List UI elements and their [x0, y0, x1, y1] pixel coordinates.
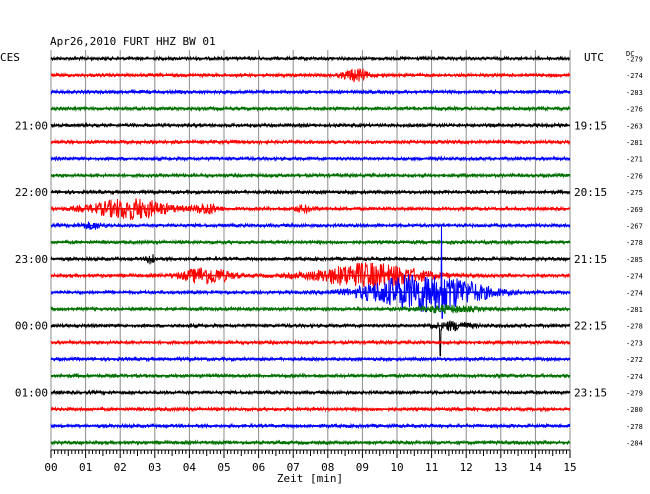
- left-timezone-label: CES: [0, 51, 20, 64]
- dc-offset-label: -284: [626, 440, 643, 448]
- x-axis: 00 01 02 03 04 05 06 07 08 09 10 11 12 13 14 15: [44, 449, 577, 474]
- seismic-trace: [50, 405, 571, 413]
- x-tick-label: 12: [460, 461, 473, 474]
- dc-header-label: DC: [626, 50, 634, 58]
- left-time-label: 22:00: [15, 186, 48, 199]
- x-tick-label: 06: [252, 461, 265, 474]
- x-tick-label: 08: [321, 461, 334, 474]
- dc-offset-label: -267: [626, 223, 643, 231]
- dc-offset-label: -278: [626, 423, 643, 431]
- left-time-label: 23:00: [15, 253, 48, 266]
- dc-offset-label: -279: [626, 390, 643, 398]
- right-time-label: 23:15: [574, 387, 607, 400]
- right-timezone-label: UTC: [584, 51, 604, 64]
- x-tick-label: 14: [529, 461, 543, 474]
- right-time-label: 22:15: [574, 320, 607, 333]
- dc-offset-label: -273: [626, 339, 643, 347]
- right-time-label: 19:15: [574, 119, 607, 132]
- seismic-traces: [50, 54, 571, 447]
- dc-offset-label: -269: [626, 206, 643, 214]
- dc-offset-label: -279: [626, 56, 643, 64]
- dc-offset-label: -275: [626, 189, 643, 197]
- left-time-label: 00:00: [15, 320, 48, 333]
- left-time-label: 21:00: [15, 119, 48, 132]
- dc-offset-label: -285: [626, 256, 643, 264]
- chart-title: Apr26,2010 FURT HHZ BW 01: [50, 35, 216, 48]
- dc-offset-label: -276: [626, 106, 643, 114]
- dc-offset-label: -274: [626, 373, 643, 381]
- x-tick-label: 09: [356, 461, 369, 474]
- x-tick-label: 11: [425, 461, 438, 474]
- dc-offset-label: -272: [626, 356, 643, 364]
- x-tick-label: 07: [287, 461, 300, 474]
- dc-offset-label: -281: [626, 306, 643, 314]
- x-axis-label: Zeit [min]: [277, 472, 343, 485]
- right-time-label: 20:15: [574, 186, 607, 199]
- dc-offset-label: -271: [626, 156, 643, 164]
- x-tick-label: 02: [114, 461, 127, 474]
- x-tick-label: 03: [148, 461, 161, 474]
- chart-labels: -279 -274 -283 -276 -263 -281 -271 -276 -275 -269…: [15, 56, 643, 448]
- x-tick-label: 01: [79, 461, 92, 474]
- dc-offset-label: -276: [626, 172, 643, 180]
- x-tick-label: 15: [563, 461, 576, 474]
- dc-offset-label: -274: [626, 289, 643, 297]
- x-tick-label: 00: [44, 461, 57, 474]
- seismic-trace: [50, 224, 571, 319]
- dc-offset-label: -274: [626, 72, 643, 80]
- left-time-label: 01:00: [15, 387, 48, 400]
- seismic-trace: [50, 254, 571, 265]
- dc-offset-label: -274: [626, 273, 643, 281]
- dc-offset-label: -281: [626, 139, 643, 147]
- x-tick-label: 13: [494, 461, 507, 474]
- dc-offset-label: -278: [626, 239, 643, 247]
- x-tick-label: 05: [217, 461, 230, 474]
- right-time-label: 21:15: [574, 253, 607, 266]
- dc-offset-label: -278: [626, 323, 643, 331]
- dc-offset-label: -263: [626, 122, 643, 130]
- dc-offset-label: -280: [626, 406, 643, 414]
- grid-lines: [50, 50, 571, 450]
- x-tick-label: 10: [390, 461, 403, 474]
- x-tick-label: 04: [183, 461, 197, 474]
- dc-offset-label: -283: [626, 89, 643, 97]
